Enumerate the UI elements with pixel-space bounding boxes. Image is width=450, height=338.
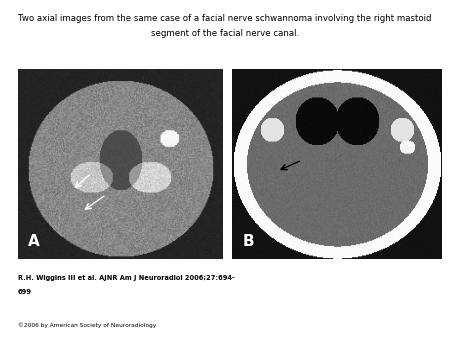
Text: B: B (242, 234, 254, 249)
Text: ©2006 by American Society of Neuroradiology: ©2006 by American Society of Neuroradiol… (18, 323, 156, 329)
Text: Two axial images from the same case of a facial nerve schwannoma involving the r: Two axial images from the same case of a… (18, 14, 432, 23)
Text: AJNR: AJNR (298, 275, 390, 308)
Text: 699: 699 (18, 289, 32, 295)
Text: R.H. Wiggins III et al. AJNR Am J Neuroradiol 2006;27:694-: R.H. Wiggins III et al. AJNR Am J Neuror… (18, 275, 235, 282)
Text: segment of the facial nerve canal.: segment of the facial nerve canal. (151, 29, 299, 38)
Text: AMERICAN JOURNAL OF NEURORADIOLOGY: AMERICAN JOURNAL OF NEURORADIOLOGY (298, 316, 391, 320)
Text: A: A (28, 234, 40, 249)
